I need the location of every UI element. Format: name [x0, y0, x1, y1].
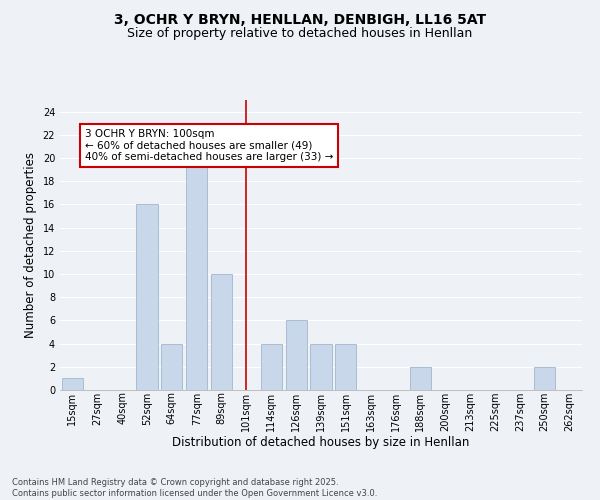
Bar	[136, 204, 158, 390]
Bar	[161, 344, 182, 390]
Bar	[286, 320, 307, 390]
Bar	[211, 274, 232, 390]
Y-axis label: Number of detached properties: Number of detached properties	[24, 152, 37, 338]
Text: Size of property relative to detached houses in Henllan: Size of property relative to detached ho…	[127, 28, 473, 40]
Bar	[62, 378, 83, 390]
Text: 3, OCHR Y BRYN, HENLLAN, DENBIGH, LL16 5AT: 3, OCHR Y BRYN, HENLLAN, DENBIGH, LL16 5…	[114, 12, 486, 26]
Bar	[335, 344, 356, 390]
Bar	[410, 367, 431, 390]
X-axis label: Distribution of detached houses by size in Henllan: Distribution of detached houses by size …	[172, 436, 470, 450]
Bar	[261, 344, 282, 390]
Bar	[186, 158, 207, 390]
Bar	[534, 367, 555, 390]
Bar	[310, 344, 332, 390]
Text: 3 OCHR Y BRYN: 100sqm
← 60% of detached houses are smaller (49)
40% of semi-deta: 3 OCHR Y BRYN: 100sqm ← 60% of detached …	[85, 129, 333, 162]
Text: Contains HM Land Registry data © Crown copyright and database right 2025.
Contai: Contains HM Land Registry data © Crown c…	[12, 478, 377, 498]
